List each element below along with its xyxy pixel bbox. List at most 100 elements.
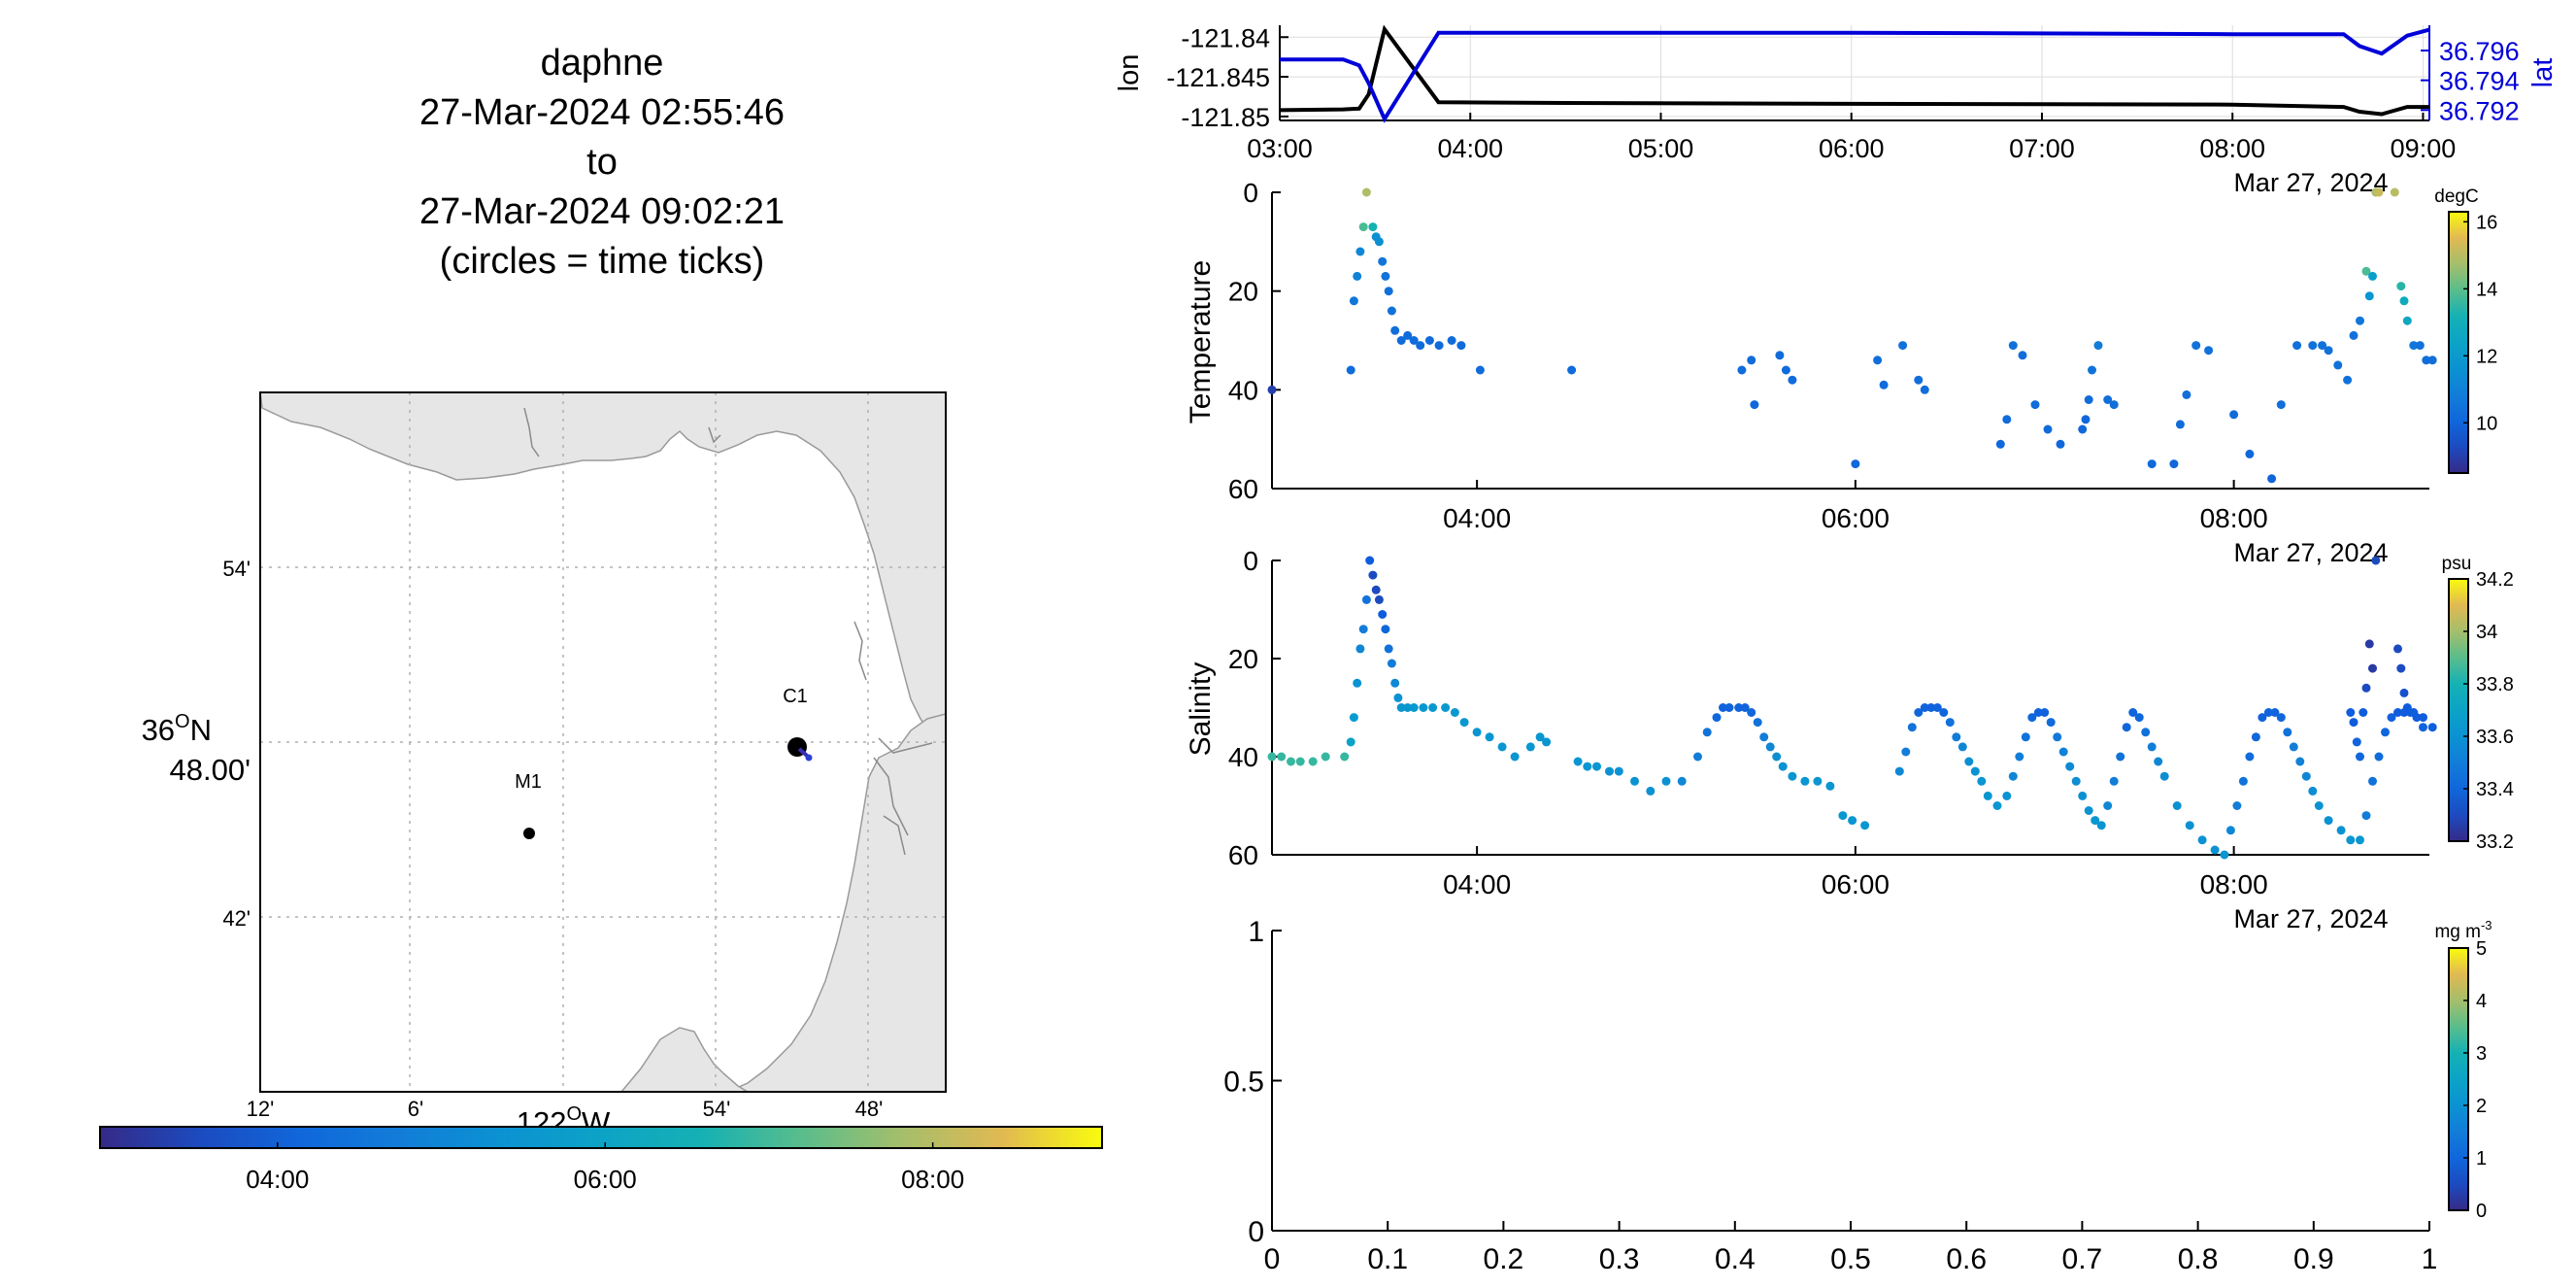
salinity-point bbox=[1277, 752, 1287, 762]
chl-colorbar-tick-label: 1 bbox=[2476, 1148, 2487, 1169]
temperature-colorbar-tick-label: 12 bbox=[2476, 346, 2497, 367]
time-colorbar-tick-label: 08:00 bbox=[901, 1165, 964, 1194]
map-lon-label: 6' bbox=[408, 1097, 423, 1121]
temperature-point bbox=[2204, 346, 2214, 356]
temperature-point bbox=[2364, 291, 2374, 301]
salinity-point bbox=[2346, 708, 2356, 717]
temperature-point bbox=[1390, 325, 1400, 335]
salinity-point bbox=[1497, 742, 1507, 752]
empty-xtick-label: 0.4 bbox=[1715, 1243, 1756, 1275]
salinity-point bbox=[1371, 585, 1381, 594]
temperature-point bbox=[1995, 439, 2005, 449]
temperature-point bbox=[1424, 336, 1434, 345]
salinity-colorbar-tick-label: 33.2 bbox=[2476, 831, 2514, 853]
temperature-point bbox=[1567, 365, 1577, 375]
salinity-point bbox=[1753, 718, 1762, 728]
salinity-point bbox=[1346, 737, 1355, 747]
map-river bbox=[853, 621, 867, 681]
salinity-point bbox=[1914, 708, 1924, 717]
salinity-point bbox=[1957, 742, 1967, 752]
salinity-point bbox=[2346, 835, 2356, 845]
temperature-point bbox=[1355, 247, 1365, 256]
salinity-point bbox=[1510, 752, 1520, 762]
salinity-point bbox=[2141, 728, 2151, 737]
salinity-point bbox=[1592, 762, 1601, 771]
salinity-point bbox=[1450, 708, 1459, 717]
salinity-point bbox=[1677, 776, 1687, 786]
salinity-point bbox=[1308, 757, 1318, 766]
temperature-point bbox=[1750, 400, 1759, 410]
salinity-point bbox=[1772, 752, 1782, 762]
temperature-point bbox=[2399, 296, 2409, 306]
salinity-point bbox=[1939, 708, 1949, 717]
lonlat-xtick-label: 03:00 bbox=[1247, 134, 1313, 163]
salinity-date-label: Mar 27, 2024 bbox=[2233, 904, 2388, 933]
empty-chart: 0 0.5 1 0 0.1 0.2 0.3 0.4 0.5 0.6 0.7 0.8 0.9 1 0 1 2 3 4 5… bbox=[1223, 916, 2492, 1275]
temperature-ytick-label: 40 bbox=[1228, 375, 1258, 405]
temperature-point bbox=[2093, 341, 2103, 351]
temperature-point bbox=[2109, 400, 2119, 410]
temperature-point bbox=[2147, 459, 2157, 469]
salinity-point bbox=[1977, 776, 1987, 786]
salinity-point bbox=[1983, 791, 1992, 800]
salinity-point bbox=[2128, 708, 2138, 717]
temperature-point bbox=[2245, 449, 2255, 458]
salinity-point bbox=[1525, 742, 1535, 752]
lonlat-ytick-label: -121.845 bbox=[1166, 63, 1270, 92]
salinity-point bbox=[1712, 713, 1722, 723]
temperature-point bbox=[2182, 390, 2191, 399]
empty-ytick-label: 0.5 bbox=[1223, 1067, 1264, 1099]
temperature-point bbox=[1775, 351, 1785, 360]
salinity-point bbox=[1848, 816, 1857, 826]
salinity-point bbox=[1907, 723, 1917, 732]
salinity-point bbox=[1605, 766, 1614, 776]
salinity-point bbox=[2361, 683, 2371, 693]
salinity-point bbox=[1952, 732, 1961, 742]
salinity-point bbox=[2371, 556, 2381, 565]
temperature-point bbox=[1920, 385, 1929, 394]
salinity-point bbox=[2374, 752, 2384, 762]
empty-xtick-label: 0.8 bbox=[2178, 1243, 2219, 1275]
chl-colorbar-tick-label: 2 bbox=[2476, 1096, 2487, 1117]
time-colorbar-tick-label: 06:00 bbox=[574, 1165, 637, 1194]
salinity-ytick-label: 20 bbox=[1228, 644, 1258, 674]
temperature-colorbar-tick-label: 16 bbox=[2476, 212, 2497, 233]
title-line-3: to bbox=[586, 142, 618, 183]
empty-xtick-label: 1 bbox=[2422, 1243, 2438, 1275]
temperature-point bbox=[1447, 336, 1456, 345]
time-colorbar bbox=[99, 1126, 1103, 1149]
salinity-point bbox=[1295, 757, 1305, 766]
temperature-point bbox=[2078, 424, 2088, 434]
temperature-ytick-label: 0 bbox=[1243, 178, 1258, 208]
salinity-point bbox=[2172, 801, 2182, 810]
salinity-point bbox=[1396, 703, 1406, 712]
series-line-lat bbox=[1280, 27, 2430, 123]
salinity-point bbox=[1441, 703, 1451, 712]
empty-xtick-label: 0.1 bbox=[1367, 1243, 1408, 1275]
salinity-point bbox=[1630, 776, 1639, 786]
salinity-point bbox=[1428, 703, 1438, 712]
temperature-point bbox=[2368, 271, 2377, 281]
salinity-point bbox=[1747, 708, 1756, 717]
salinity-ylabel: Salinity bbox=[1185, 662, 1217, 757]
salinity-point bbox=[2210, 845, 2220, 855]
temperature-point bbox=[2018, 351, 2027, 360]
salinity-point bbox=[2021, 732, 2030, 742]
salinity-point bbox=[2368, 776, 2377, 786]
salinity-point bbox=[1860, 821, 1870, 830]
temperature-point bbox=[2415, 341, 2425, 351]
temperature-point bbox=[2088, 365, 2096, 375]
temperature-point bbox=[1879, 380, 1889, 390]
lonlat-ylabel: lon bbox=[1114, 54, 1145, 92]
temperature-point bbox=[1374, 237, 1384, 247]
salinity-point bbox=[2258, 713, 2267, 723]
salinity-point bbox=[2046, 718, 2056, 728]
temperature-point bbox=[2002, 415, 2012, 424]
salinity-point bbox=[1661, 776, 1671, 786]
salinity-point bbox=[2225, 826, 2235, 835]
temperature-point bbox=[2374, 187, 2384, 197]
salinity-point bbox=[2220, 850, 2229, 860]
salinity-xtick-label: 06:00 bbox=[1822, 869, 1890, 899]
